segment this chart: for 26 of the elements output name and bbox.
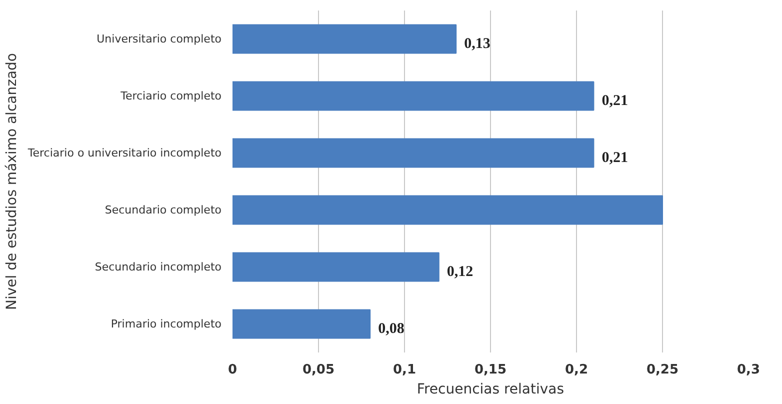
bar (232, 309, 371, 339)
x-tick-label: 0 (228, 362, 238, 378)
x-tick-label: 0,2 (564, 362, 588, 378)
bar (232, 252, 440, 282)
y-tick-label: Universitario completo (96, 32, 222, 46)
y-tick-label: Secundario incompleto (94, 260, 222, 274)
y-tick-label: Terciario completo (120, 90, 222, 102)
y-tick-label: Primario incompleto (110, 318, 222, 330)
data-label: 0,21 (602, 93, 628, 109)
y-tick-label: Secundario completo (104, 204, 222, 216)
bar (232, 24, 457, 54)
x-tick-label: 0,15 (474, 362, 507, 378)
x-tick-label: 0,1 (392, 362, 416, 378)
data-label: 0,21 (602, 150, 628, 166)
data-label: 0,12 (446, 264, 474, 280)
x-tick-label: 0,05 (302, 362, 335, 378)
bar (232, 195, 663, 225)
bar (232, 138, 594, 168)
x-tick-label: 0,25 (646, 362, 679, 378)
x-tick-label: 0,3 (736, 362, 760, 378)
y-axis-title: Nivel de estudios máximo alcanzado (4, 53, 20, 310)
y-tick-label: Terciario o universitario incompleto (26, 146, 222, 160)
bar (232, 81, 594, 111)
data-label: 0,08 (378, 321, 404, 337)
x-axis-title: Frecuencias relativas (416, 382, 564, 398)
data-label: 0,13 (464, 36, 490, 52)
